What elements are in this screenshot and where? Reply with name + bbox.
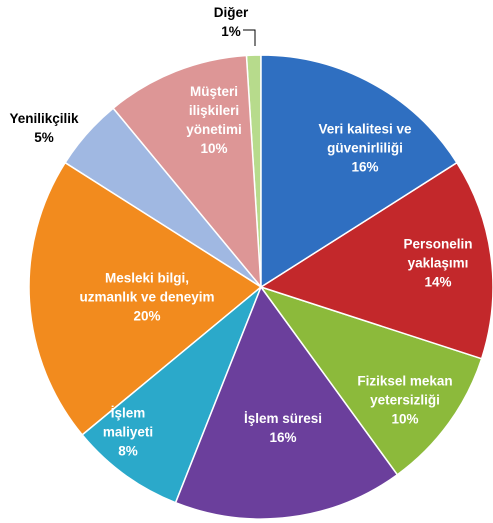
- category-label: Mesleki bilgi, uzmanlık ve deneyim: [79, 270, 215, 305]
- slice-label: İşlem maliyeti 8%: [88, 404, 168, 461]
- category-label: Veri kalitesi ve güvenirliliği: [318, 121, 412, 156]
- pie-slice: [28, 161, 263, 436]
- pie-slice: [259, 161, 493, 360]
- category-label: Personelin yaklaşımı: [403, 236, 473, 271]
- slice-label: Müşteri ilişkileri yönetimi 10%: [169, 82, 259, 158]
- slice-label: Fiziksel mekan yetersizliği 10%: [345, 372, 465, 429]
- category-label: İşlem maliyeti: [102, 405, 154, 440]
- pie-slice: [259, 285, 483, 476]
- slice-label: Mesleki bilgi, uzmanlık ve deneyim 20%: [77, 269, 217, 326]
- value-label: 20%: [133, 308, 161, 324]
- slice-label: Veri kalitesi ve güvenirliliği 16%: [290, 120, 440, 177]
- value-label: 16%: [351, 159, 379, 175]
- value-label: 14%: [424, 274, 452, 290]
- value-label: 1%: [221, 24, 241, 39]
- value-label: 5%: [34, 130, 54, 145]
- category-label: İşlem süresi: [243, 411, 323, 426]
- value-label: 10%: [200, 141, 228, 156]
- pie-slice: [174, 285, 399, 520]
- value-label: 10%: [391, 411, 419, 427]
- category-label: Fiziksel mekan yetersizliği: [357, 373, 453, 408]
- pie-slice: [260, 54, 458, 289]
- slice-label: Personelin yaklaşımı 14%: [383, 235, 493, 292]
- value-label: 16%: [269, 430, 297, 445]
- pie-slice: [112, 54, 262, 290]
- slice-label: Diğer 1%: [201, 3, 261, 41]
- category-label: Diğer: [213, 5, 249, 20]
- category-label: Yenilikçilik: [9, 111, 79, 126]
- slice-label: Yenilikçilik 5%: [0, 109, 94, 147]
- value-label: 8%: [118, 443, 138, 459]
- pie-slice: [81, 286, 262, 504]
- slice-label: İşlem süresi 16%: [223, 409, 343, 447]
- leader-line: [243, 29, 256, 46]
- category-label: Müşteri ilişkileri yönetimi: [186, 84, 242, 137]
